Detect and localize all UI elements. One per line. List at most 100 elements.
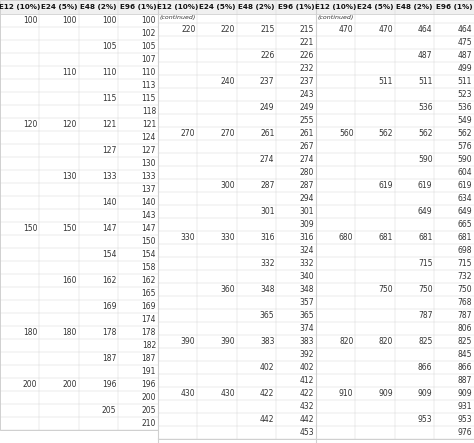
Text: 158: 158 [142,263,156,272]
Text: 301: 301 [300,207,314,216]
Text: 549: 549 [457,116,472,125]
Text: 121: 121 [102,120,117,129]
Text: E24 (5%): E24 (5%) [199,4,236,10]
Bar [158,257,316,270]
Bar [0,261,158,274]
Text: 180: 180 [23,328,37,337]
Bar [316,322,474,335]
Text: 931: 931 [457,402,472,411]
Bar [0,14,158,27]
Text: 511: 511 [418,77,432,86]
Text: 309: 309 [300,220,314,229]
Text: 340: 340 [300,272,314,281]
Text: 187: 187 [102,354,117,363]
Bar [0,53,158,66]
Bar [0,40,158,53]
Bar [0,274,158,287]
Text: E48 (2%): E48 (2%) [396,4,433,10]
Bar [316,36,474,49]
Text: 866: 866 [418,363,432,372]
Text: 255: 255 [300,116,314,125]
Text: 475: 475 [457,38,472,47]
Text: 205: 205 [142,406,156,415]
Text: 130: 130 [142,159,156,168]
Text: 316: 316 [300,233,314,242]
Text: 210: 210 [142,419,156,428]
Bar [158,0,316,439]
Bar [158,270,316,283]
Bar [158,88,316,101]
Text: 619: 619 [418,181,432,190]
Bar [158,127,316,140]
Text: 402: 402 [300,363,314,372]
Bar [158,153,316,166]
Bar [158,283,316,296]
Text: E24 (5%): E24 (5%) [357,4,393,10]
Text: 470: 470 [339,25,354,34]
Text: 750: 750 [418,285,432,294]
Bar [0,287,158,300]
Text: E96 (1%): E96 (1%) [278,4,315,10]
Bar [158,322,316,335]
Bar [316,114,474,127]
Text: E96 (1%): E96 (1%) [436,4,473,10]
Text: 953: 953 [457,415,472,424]
Bar [158,400,316,413]
Text: 825: 825 [457,337,472,346]
Text: 150: 150 [63,224,77,233]
Text: E12 (10%): E12 (10%) [315,4,356,10]
Bar [158,361,316,374]
Text: 487: 487 [418,51,432,60]
Text: 365: 365 [300,311,314,320]
Text: 825: 825 [418,337,432,346]
Bar [0,144,158,157]
Text: 820: 820 [339,337,354,346]
Bar [316,49,474,62]
Text: 196: 196 [142,380,156,389]
Text: 383: 383 [300,337,314,346]
Text: 261: 261 [260,129,274,138]
Text: 243: 243 [300,90,314,99]
Bar [158,114,316,127]
Text: 154: 154 [102,250,117,259]
Text: 133: 133 [142,172,156,181]
Text: 681: 681 [418,233,432,242]
Text: 267: 267 [300,142,314,151]
Text: 110: 110 [102,68,117,77]
Text: 221: 221 [300,38,314,47]
Bar [0,404,158,417]
Text: 300: 300 [220,181,235,190]
Text: 681: 681 [457,233,472,242]
Bar [0,209,158,222]
Bar [0,27,158,40]
Text: 115: 115 [102,94,117,103]
Bar [0,417,158,430]
Text: 590: 590 [457,155,472,164]
Text: 113: 113 [142,81,156,90]
Text: 150: 150 [142,237,156,246]
Text: 237: 237 [260,77,274,86]
Text: 442: 442 [300,415,314,424]
Text: 274: 274 [300,155,314,164]
Bar [316,257,474,270]
Bar [0,92,158,105]
Text: 280: 280 [300,168,314,177]
Text: 143: 143 [142,211,156,220]
Bar [158,218,316,231]
Bar [316,88,474,101]
Text: 330: 330 [220,233,235,242]
Bar [158,205,316,218]
Bar [316,0,474,439]
Bar [158,348,316,361]
Text: E24 (5%): E24 (5%) [41,4,78,10]
Bar [316,0,474,14]
Text: 115: 115 [142,94,156,103]
Text: 178: 178 [142,328,156,337]
Text: 665: 665 [457,220,472,229]
Text: 432: 432 [300,402,314,411]
Text: 332: 332 [300,259,314,268]
Text: 430: 430 [220,389,235,398]
Text: 133: 133 [102,172,117,181]
Text: 562: 562 [418,129,432,138]
Text: 442: 442 [260,415,274,424]
